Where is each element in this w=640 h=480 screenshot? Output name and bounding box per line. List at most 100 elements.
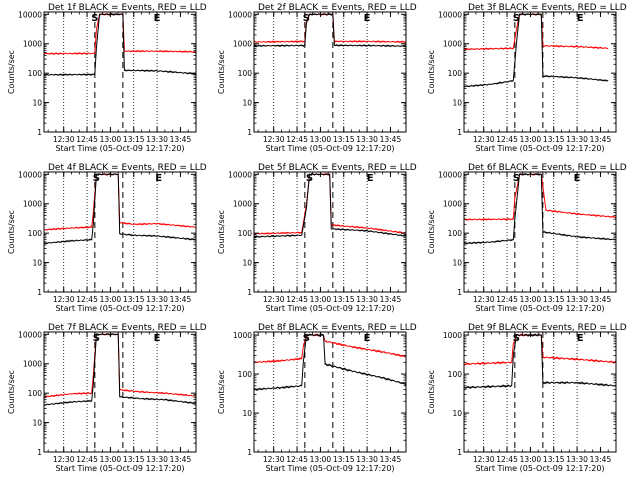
y-axis-label: Counts/sec xyxy=(7,370,16,414)
y-tick-label: 100 xyxy=(448,370,463,379)
y-axis-label: Counts/sec xyxy=(427,210,436,254)
x-axis-label: Start Time (05-Oct-09 12:17:20) xyxy=(265,304,394,313)
x-tick-label: 13:45 xyxy=(170,455,192,464)
series-lld-line xyxy=(43,332,197,398)
start-marker: S xyxy=(513,173,520,184)
panel-det-9: Det 9f BLACK = Events, RED = LLD 1 10 100 10… xyxy=(427,323,627,473)
series-lld-line xyxy=(463,13,609,51)
x-tick-label: 13:45 xyxy=(590,135,612,144)
y-tick-label: 100 xyxy=(28,229,43,238)
y-tick-label: 1000 xyxy=(23,360,42,369)
x-tick-label: 13:45 xyxy=(170,135,192,144)
series-lld-line xyxy=(253,12,407,44)
x-axis-label: Start Time (05-Oct-09 12:17:20) xyxy=(265,144,394,153)
x-axis-label: Start Time (05-Oct-09 12:17:20) xyxy=(265,464,394,473)
y-tick-label: 1 xyxy=(457,288,462,297)
x-tick-label: 13:15 xyxy=(333,295,355,304)
y-tick-label: 100 xyxy=(28,69,43,78)
x-tick-label: 13:45 xyxy=(380,455,402,464)
x-tick-label: 13:15 xyxy=(543,295,565,304)
x-tick-label: 13:30 xyxy=(146,455,168,464)
panel-det-1: Det 1f BLACK = Events, RED = LLD 1 10 100 10… xyxy=(7,3,207,153)
x-tick-label: 13:15 xyxy=(123,295,145,304)
y-tick-label: 100 xyxy=(28,389,43,398)
x-tick-label: 13:00 xyxy=(520,455,542,464)
series-events-line xyxy=(464,333,617,390)
start-marker: S xyxy=(303,333,310,344)
end-marker: E xyxy=(577,13,584,24)
x-tick-label: 12:30 xyxy=(263,455,285,464)
start-marker: S xyxy=(91,13,98,24)
x-tick-label: 13:45 xyxy=(380,295,402,304)
x-axis-label: Start Time (05-Oct-09 12:17:20) xyxy=(55,304,184,313)
panel-det-8: Det 8f BLACK = Events, RED = LLD 1 10 100 10… xyxy=(217,323,417,473)
y-tick-label: 10000 xyxy=(228,10,252,19)
y-axis-label: Counts/sec xyxy=(217,50,226,94)
x-tick-label: 13:00 xyxy=(100,135,122,144)
panel-title: Det 2f BLACK = Events, RED = LLD xyxy=(258,3,417,13)
plot-frame xyxy=(253,171,407,293)
x-tick-label: 12:45 xyxy=(76,455,98,464)
end-marker: E xyxy=(574,173,581,184)
x-tick-label: 12:30 xyxy=(473,295,495,304)
x-tick-label: 13:15 xyxy=(333,455,355,464)
series-events-line xyxy=(44,332,197,406)
panel-det-4: Det 4f BLACK = Events, RED = LLD 1 10 100 10… xyxy=(7,163,207,313)
y-tick-label: 100 xyxy=(238,69,253,78)
y-tick-label: 1000 xyxy=(233,200,252,209)
x-tick-label: 12:45 xyxy=(286,295,308,304)
panel-title: Det 1f BLACK = Events, RED = LLD xyxy=(48,3,207,13)
x-axis-label: Start Time (05-Oct-09 12:17:20) xyxy=(475,464,604,473)
y-tick-label: 10 xyxy=(242,409,252,418)
y-tick-label: 10000 xyxy=(438,170,462,179)
x-tick-label: 12:30 xyxy=(53,455,75,464)
y-tick-label: 1000 xyxy=(233,40,252,49)
x-tick-label: 12:45 xyxy=(76,295,98,304)
plot-frame xyxy=(253,11,407,133)
plot-frame xyxy=(43,331,197,453)
y-axis-label: Counts/sec xyxy=(7,210,16,254)
y-tick-label: 1 xyxy=(37,448,42,457)
end-marker: E xyxy=(154,333,161,344)
y-tick-label: 1000 xyxy=(443,40,462,49)
y-tick-label: 1000 xyxy=(443,331,462,340)
x-tick-label: 12:30 xyxy=(53,135,75,144)
series-events-line xyxy=(253,333,407,391)
panel-title: Det 6f BLACK = Events, RED = LLD xyxy=(468,163,627,173)
x-tick-label: 13:00 xyxy=(310,455,332,464)
x-tick-label: 13:30 xyxy=(566,455,588,464)
y-tick-label: 10000 xyxy=(18,330,42,339)
x-tick-label: 13:15 xyxy=(123,135,145,144)
y-tick-label: 10 xyxy=(242,99,252,108)
start-marker: S xyxy=(93,173,100,184)
x-tick-label: 13:30 xyxy=(146,135,168,144)
plot-frame xyxy=(43,11,197,133)
y-tick-label: 10000 xyxy=(438,10,462,19)
y-axis-label: Counts/sec xyxy=(427,50,436,94)
x-tick-label: 13:15 xyxy=(333,135,355,144)
y-tick-label: 1 xyxy=(247,288,252,297)
start-marker: S xyxy=(306,173,313,184)
x-tick-label: 13:15 xyxy=(543,455,565,464)
end-marker: E xyxy=(364,13,371,24)
end-marker: E xyxy=(364,333,371,344)
x-tick-label: 12:30 xyxy=(263,135,285,144)
plot-frame xyxy=(463,171,617,293)
x-tick-label: 13:00 xyxy=(520,135,542,144)
series-lld-line xyxy=(463,173,617,221)
x-tick-label: 12:45 xyxy=(286,455,308,464)
x-tick-label: 12:30 xyxy=(473,455,495,464)
series-lld-line xyxy=(43,172,197,231)
start-marker: S xyxy=(513,13,520,24)
x-tick-label: 13:30 xyxy=(146,295,168,304)
x-tick-label: 12:30 xyxy=(263,295,285,304)
panel-title: Det 9f BLACK = Events, RED = LLD xyxy=(468,323,627,333)
y-tick-label: 10 xyxy=(32,259,42,268)
x-tick-label: 13:30 xyxy=(356,455,378,464)
x-axis-label: Start Time (05-Oct-09 12:17:20) xyxy=(475,304,604,313)
plot-frame xyxy=(253,331,407,453)
panel-title: Det 8f BLACK = Events, RED = LLD xyxy=(258,323,417,333)
start-marker: S xyxy=(93,333,100,344)
y-tick-label: 100 xyxy=(448,229,463,238)
